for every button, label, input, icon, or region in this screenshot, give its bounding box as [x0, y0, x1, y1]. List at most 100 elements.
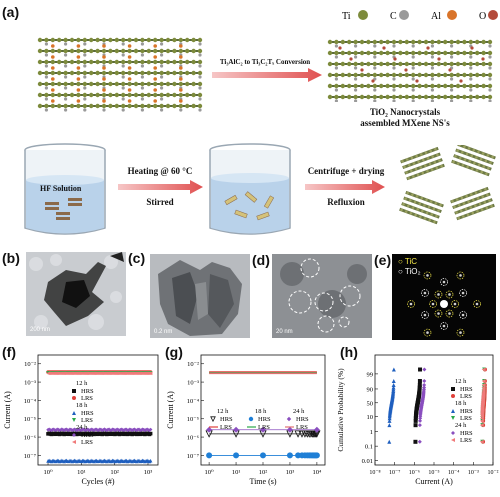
legend-series-label: HRS: [81, 388, 94, 395]
al-atom: [51, 44, 55, 48]
flake-atom: [488, 199, 491, 202]
data-point: [312, 452, 319, 459]
ti-atom: [334, 61, 339, 67]
c-atom: [44, 53, 48, 57]
ti-atom: [133, 92, 139, 98]
ti-atom: [366, 72, 371, 78]
flake-layer: [400, 146, 439, 164]
legend-series-label: HRS: [460, 386, 473, 393]
ti-atom: [114, 48, 120, 54]
ti-atom: [462, 50, 467, 56]
x-tick-label: 10³: [286, 469, 295, 476]
ti-atom: [379, 72, 384, 78]
data-point: [451, 416, 455, 420]
flake-atom: [489, 161, 492, 164]
flake-atom: [435, 214, 438, 218]
legend-series-label: LRS: [220, 424, 232, 431]
ti-atom: [455, 50, 461, 56]
flake-atom: [455, 211, 458, 214]
al-atom: [153, 99, 157, 103]
c-atom: [64, 108, 68, 112]
ti-atom: [95, 103, 100, 109]
data-point: [417, 385, 422, 390]
atomic-layer: [37, 37, 203, 48]
ti-atom: [127, 81, 132, 87]
data-point: [233, 452, 240, 459]
ti-atom: [159, 81, 164, 87]
o-atom: [426, 46, 430, 50]
ti-atom: [327, 72, 333, 78]
flake-atom: [451, 199, 454, 203]
flake-atom: [452, 160, 455, 164]
data-point: [481, 379, 486, 384]
al-atom: [102, 99, 106, 103]
c-atom: [334, 55, 338, 59]
ti-atom: [153, 70, 158, 76]
data-point: [418, 418, 423, 423]
data-point: [481, 383, 486, 388]
ti-atom: [101, 92, 107, 98]
ti-atom: [50, 92, 55, 98]
flake-atom: [459, 209, 463, 213]
saed-index-ring: [434, 290, 443, 299]
flake-atom: [491, 155, 494, 159]
flake-atom: [417, 160, 420, 164]
ti-atom: [443, 50, 448, 56]
ti-atom: [379, 94, 384, 100]
ti-atom: [121, 92, 126, 98]
flake-atom: [460, 196, 464, 200]
ti-atom: [334, 50, 339, 56]
ti-atom: [159, 37, 164, 43]
y-tick-label: 10⁻⁶: [24, 435, 36, 442]
ti-atom: [197, 37, 203, 43]
legend-series-label: HRS: [258, 416, 271, 423]
ti-atom: [404, 72, 409, 78]
ti-atom: [82, 92, 87, 98]
ti-atom: [197, 48, 203, 54]
flake-atom: [404, 197, 407, 200]
ti-atom: [385, 83, 390, 89]
c-atom: [160, 42, 164, 46]
flake-atom: [434, 201, 438, 205]
legend-group-label: 18 h: [455, 400, 467, 407]
al-atom: [102, 88, 106, 92]
ti-atom: [436, 61, 441, 67]
y-tick-label: 0.1: [365, 444, 373, 451]
data-point: [451, 394, 455, 398]
ti-atom: [327, 50, 333, 56]
c-atom: [411, 66, 415, 70]
ti-atom: [89, 59, 94, 65]
ti-atom: [114, 103, 120, 109]
ti-atom: [340, 50, 345, 56]
data-point: [206, 452, 213, 459]
c-atom: [392, 99, 396, 102]
ti-atom: [475, 39, 480, 45]
y-axis-label: Cumulative Probability (%): [336, 368, 345, 452]
flake-atom: [431, 155, 435, 158]
legend-series-label: HRS: [81, 410, 94, 417]
c-atom: [83, 42, 87, 46]
ti-atom: [114, 81, 120, 87]
ti-atom: [430, 61, 435, 67]
mxene-product-structure: [327, 39, 493, 102]
ti-atom: [475, 94, 480, 100]
data-point: [418, 416, 423, 421]
flake-atom: [426, 157, 430, 160]
c-atom: [121, 53, 125, 57]
atomic-layer: [327, 72, 493, 81]
ti-atom: [197, 59, 203, 65]
flake-atom: [464, 207, 468, 211]
scale-bar-c: 0.2 nm: [154, 329, 173, 335]
al-atom: [76, 55, 81, 59]
c-atom: [44, 42, 48, 46]
data-point: [54, 428, 58, 432]
ti-atom: [37, 103, 43, 109]
y-axis-label: Current (A): [166, 391, 175, 429]
o-atom: [382, 46, 386, 50]
panel-g-label: (g): [165, 344, 183, 360]
flake-atom: [476, 197, 480, 200]
ti-atom: [153, 48, 158, 54]
data-point: [413, 423, 418, 428]
ti-atom: [391, 94, 397, 100]
saed-spot: [423, 313, 427, 317]
